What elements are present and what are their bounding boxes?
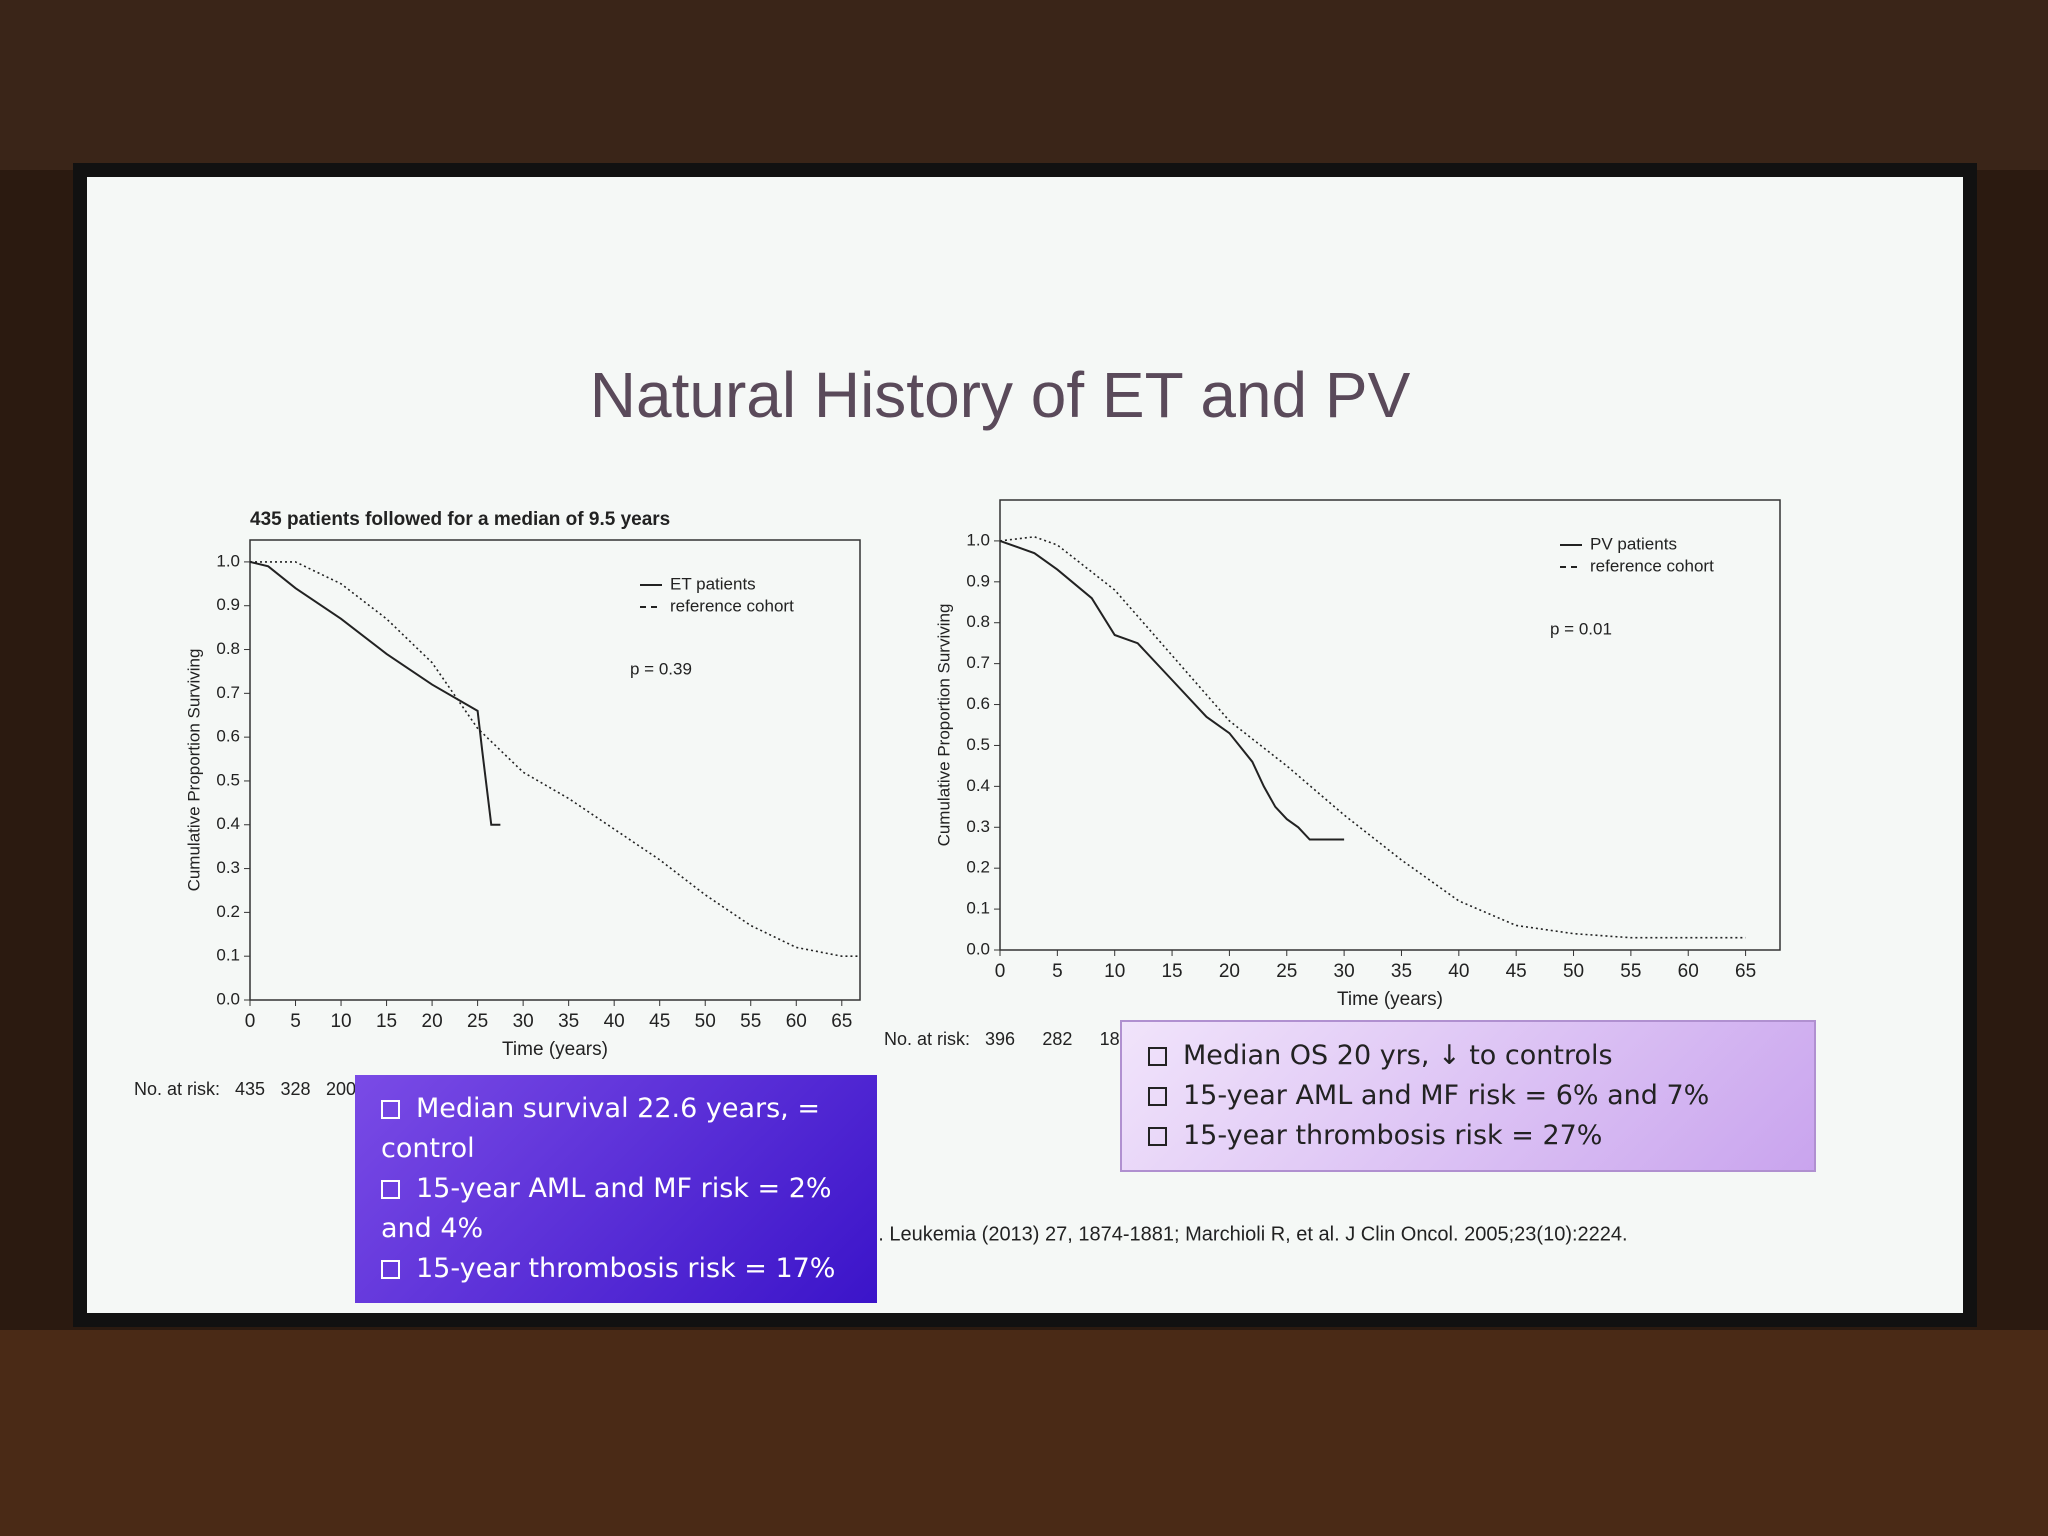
y-tick-label: 0.6 [216, 727, 240, 746]
x-tick-label: 35 [558, 1011, 579, 1032]
survival-line [999, 539, 1345, 841]
x-tick-label: 40 [1448, 961, 1469, 982]
at-risk-label: No. at risk: [884, 1029, 970, 1049]
y-tick-label: 0.0 [966, 939, 990, 958]
x-tick-label: 50 [1563, 961, 1584, 982]
plot-frame [999, 499, 1781, 951]
y-tick-label: 0.5 [216, 770, 240, 789]
bullet: 15-year AML and MF risk = 2% and 4% [381, 1169, 851, 1249]
x-tick-label: 10 [1104, 961, 1125, 982]
y-tick-label: 0.1 [216, 946, 240, 965]
x-tick-label: 5 [1052, 961, 1063, 982]
at-risk-count: 328 [280, 1079, 310, 1099]
plot-frame [249, 539, 861, 1001]
x-tick-label: 20 [1219, 961, 1240, 982]
y-tick-label: 0.8 [216, 639, 240, 658]
y-tick-label: 0.9 [966, 571, 990, 590]
x-tick-label: 0 [995, 961, 1006, 982]
y-tick-label: 0.1 [966, 899, 990, 918]
y-tick-label: 1.0 [216, 551, 240, 570]
x-tick-label: 45 [649, 1011, 670, 1032]
at-risk-count: 396 [985, 1029, 1015, 1049]
y-tick-label: 0.8 [966, 612, 990, 631]
bullet: Median OS 20 yrs, ↓ to controls [1148, 1036, 1788, 1076]
bullet: 15-year thrombosis risk = 27% [1148, 1116, 1788, 1156]
annotation: p = 0.01 [1550, 619, 1612, 638]
x-tick-label: 50 [695, 1011, 716, 1032]
x-tick-label: 35 [1391, 961, 1412, 982]
annotation: p = 0.39 [630, 659, 692, 678]
x-tick-label: 20 [422, 1011, 443, 1032]
y-tick-label: 0.7 [216, 683, 240, 702]
y-tick-label: 0.4 [966, 776, 990, 795]
y-tick-label: 0.6 [966, 694, 990, 713]
bullet: 15-year thrombosis risk = 17% [381, 1249, 851, 1289]
x-tick-label: 30 [1334, 961, 1355, 982]
summary-box: Median survival 22.6 years, = control 15… [355, 1075, 877, 1303]
legend-label: reference cohort [670, 596, 794, 615]
bullet: 15-year AML and MF risk = 6% and 7% [1148, 1076, 1788, 1116]
y-tick-label: 0.3 [966, 817, 990, 836]
y-axis-label: Cumulative Proportion Surviving [184, 649, 203, 892]
y-tick-label: 1.0 [966, 530, 990, 549]
x-tick-label: 30 [513, 1011, 534, 1032]
survival-line [999, 536, 1746, 939]
y-tick-label: 0.5 [966, 735, 990, 754]
at-risk-count: 435 [235, 1079, 265, 1099]
x-tick-label: 5 [290, 1011, 301, 1032]
legend-label: ET patients [670, 574, 756, 593]
x-tick-label: 65 [831, 1011, 852, 1032]
x-tick-label: 0 [245, 1011, 256, 1032]
x-tick-label: 60 [786, 1011, 807, 1032]
y-tick-label: 0.0 [216, 989, 240, 1008]
chart-subtitle: 435 patients followed for a median of 9.… [250, 509, 670, 530]
y-tick-label: 0.7 [966, 653, 990, 672]
x-tick-label: 25 [1276, 961, 1297, 982]
curtain [0, 1330, 2048, 1536]
legend-label: PV patients [1590, 534, 1677, 553]
x-tick-label: 55 [740, 1011, 761, 1032]
survival-line [249, 560, 501, 826]
x-tick-label: 45 [1506, 961, 1527, 982]
x-axis-label: Time (years) [1337, 989, 1443, 1010]
y-tick-label: 0.2 [216, 902, 240, 921]
y-tick-label: 0.3 [216, 858, 240, 877]
summary-box: Median OS 20 yrs, ↓ to controls 15-year … [1120, 1020, 1816, 1172]
x-tick-label: 55 [1620, 961, 1641, 982]
x-tick-label: 15 [1161, 961, 1182, 982]
x-tick-label: 25 [467, 1011, 488, 1032]
x-tick-label: 40 [604, 1011, 625, 1032]
x-tick-label: 15 [376, 1011, 397, 1032]
x-axis-label: Time (years) [502, 1039, 608, 1060]
survival-line [250, 561, 860, 957]
at-risk-count: 282 [1042, 1029, 1072, 1049]
y-tick-label: 0.9 [216, 595, 240, 614]
x-tick-label: 60 [1678, 961, 1699, 982]
x-tick-label: 10 [330, 1011, 351, 1032]
ceiling [0, 0, 2048, 170]
y-tick-label: 0.4 [216, 814, 240, 833]
x-tick-label: 65 [1735, 961, 1756, 982]
y-axis-label: Cumulative Proportion Surviving [934, 604, 953, 847]
legend-label: reference cohort [1590, 556, 1714, 575]
y-tick-label: 0.2 [966, 858, 990, 877]
at-risk-count: 200 [326, 1079, 356, 1099]
slide-title: Natural History of ET and PV [590, 359, 1411, 431]
at-risk-label: No. at risk: [134, 1079, 220, 1099]
bullet: Median survival 22.6 years, = control [381, 1089, 851, 1169]
